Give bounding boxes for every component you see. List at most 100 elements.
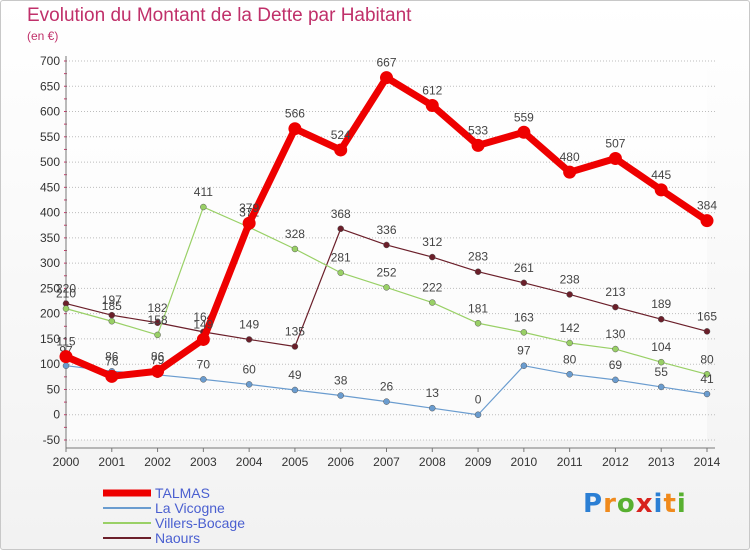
y-tick-label: 0 xyxy=(53,408,60,422)
data-label: 80 xyxy=(700,352,714,366)
y-tick-label: 300 xyxy=(40,256,60,270)
y-tick-label: 450 xyxy=(40,180,60,194)
data-label: 566 xyxy=(285,107,305,121)
data-label: 384 xyxy=(697,199,717,213)
series-la-vicogne: 97867970604938261309780695541 xyxy=(59,344,714,418)
data-point xyxy=(383,398,390,405)
y-tick-label: 350 xyxy=(40,231,60,245)
data-point xyxy=(291,343,299,350)
chart-title: Evolution du Montant de la Dette par Hab… xyxy=(27,5,412,26)
data-label: 533 xyxy=(468,123,488,137)
data-point xyxy=(151,364,165,378)
data-label: 252 xyxy=(376,265,396,279)
data-label: 328 xyxy=(285,227,305,241)
data-label: 524 xyxy=(331,128,351,142)
data-label: 76 xyxy=(105,354,119,368)
data-label: 142 xyxy=(560,321,580,335)
data-point xyxy=(654,183,668,197)
data-label: 49 xyxy=(288,368,302,382)
data-label: 149 xyxy=(239,317,259,331)
data-label: 60 xyxy=(242,362,256,376)
data-label: 79 xyxy=(151,353,165,367)
data-label: 165 xyxy=(697,309,717,323)
x-tick-label: 2005 xyxy=(282,455,309,469)
data-point xyxy=(337,392,344,399)
legend-label-talmas: TALMAS xyxy=(155,485,210,501)
data-point xyxy=(474,411,482,418)
data-label: 480 xyxy=(560,150,580,164)
data-point xyxy=(59,350,73,364)
x-tick-label: 2011 xyxy=(557,455,583,469)
data-point xyxy=(337,269,344,276)
data-label: 667 xyxy=(376,56,396,70)
data-label: 41 xyxy=(700,372,714,386)
data-label: 163 xyxy=(514,310,534,324)
data-point xyxy=(566,291,573,298)
series-naours: 2201971821641491353683363122832612382131… xyxy=(56,207,717,350)
data-label: 13 xyxy=(426,386,440,400)
data-point xyxy=(242,216,256,230)
data-point xyxy=(62,362,70,369)
data-point xyxy=(429,404,436,412)
y-tick-label: 150 xyxy=(40,332,60,346)
data-label: 55 xyxy=(655,365,669,379)
x-tick-label: 2002 xyxy=(144,455,171,469)
y-tick-label: -50 xyxy=(43,433,61,447)
data-label: 238 xyxy=(560,272,580,286)
data-point xyxy=(337,225,344,233)
data-label: 38 xyxy=(334,374,348,388)
x-tick-label: 2004 xyxy=(236,455,263,469)
data-label: 379 xyxy=(239,201,259,215)
data-point xyxy=(608,152,622,166)
data-point xyxy=(566,371,573,378)
x-tick-label: 2007 xyxy=(373,455,400,469)
data-label: 26 xyxy=(380,380,394,394)
y-tick-label: 200 xyxy=(40,307,60,321)
data-label: 189 xyxy=(651,297,671,311)
data-point xyxy=(334,143,348,157)
data-label: 368 xyxy=(331,207,351,221)
data-label: 185 xyxy=(102,299,122,313)
data-label: 411 xyxy=(194,185,213,199)
data-label: 445 xyxy=(651,168,671,182)
data-point xyxy=(520,362,528,369)
x-tick-label: 2012 xyxy=(602,455,629,469)
data-label: 261 xyxy=(514,261,534,275)
data-point xyxy=(471,138,485,152)
x-tick-label: 2006 xyxy=(327,455,354,469)
data-label: 115 xyxy=(56,335,75,349)
data-label: 197 xyxy=(102,293,122,307)
data-point xyxy=(703,390,711,398)
x-tick-label: 2001 xyxy=(98,455,125,469)
data-point xyxy=(200,376,207,383)
data-point xyxy=(474,320,482,327)
data-point xyxy=(383,284,390,291)
data-point xyxy=(291,386,299,394)
data-point xyxy=(612,376,619,384)
y-tick-label: 600 xyxy=(40,105,60,119)
data-label: 86 xyxy=(105,349,119,363)
data-point xyxy=(612,345,619,353)
data-label: 336 xyxy=(376,223,396,237)
data-point xyxy=(429,253,436,261)
y-tick-label: 400 xyxy=(40,206,60,220)
data-label: 104 xyxy=(651,340,671,354)
data-point xyxy=(154,331,161,339)
x-tick-label: 2013 xyxy=(648,455,675,469)
y-tick-label: 50 xyxy=(47,382,61,396)
data-point xyxy=(657,383,665,391)
data-point xyxy=(291,245,299,253)
data-point xyxy=(429,299,436,306)
x-tick-label: 2008 xyxy=(419,455,446,469)
data-label: 222 xyxy=(422,281,442,295)
data-point xyxy=(200,203,207,211)
x-tick-label: 2010 xyxy=(511,455,538,469)
data-label: 182 xyxy=(148,301,168,315)
data-label: 559 xyxy=(514,110,534,124)
data-point xyxy=(517,125,531,139)
data-point xyxy=(566,339,573,347)
